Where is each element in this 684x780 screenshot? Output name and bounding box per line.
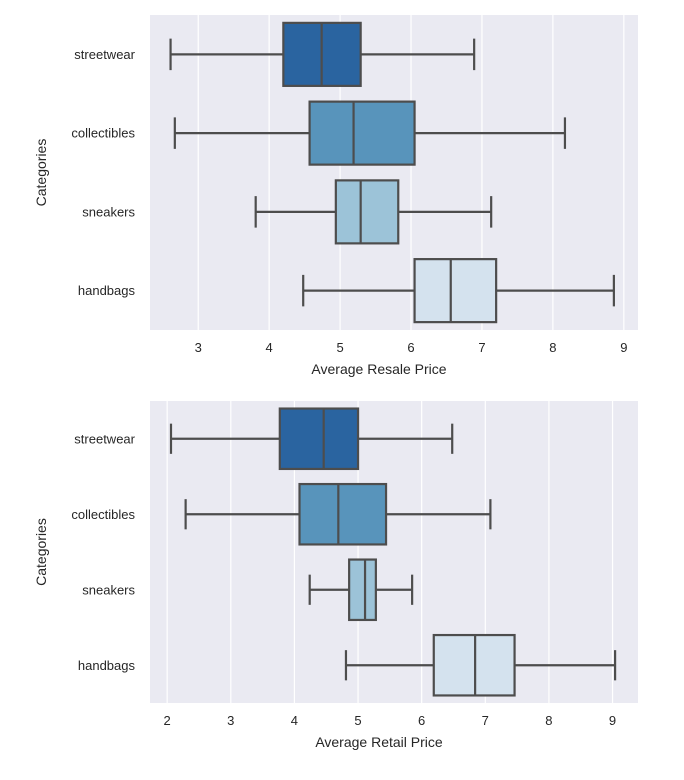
x-tick-label: 8	[545, 713, 552, 728]
y-axis-label: Categories	[33, 139, 49, 207]
x-tick-label: 4	[266, 340, 273, 355]
x-tick-label: 7	[478, 340, 485, 355]
iqr-box	[334, 179, 400, 245]
x-tick-label: 9	[620, 340, 627, 355]
x-tick-label: 6	[418, 713, 425, 728]
y-tick-label: collectibles	[71, 126, 135, 141]
x-axis-label: Average Retail Price	[315, 734, 443, 750]
y-tick-label: handbags	[78, 658, 136, 673]
box-sneakers	[308, 558, 414, 622]
y-tick-label: sneakers	[82, 582, 135, 597]
x-tick-label: 3	[227, 713, 234, 728]
plot-area	[150, 15, 638, 330]
box-collectibles	[173, 100, 567, 166]
y-tick-label: collectibles	[71, 507, 135, 522]
box-sneakers	[254, 179, 493, 245]
x-tick-label: 6	[407, 340, 414, 355]
x-tick-label: 3	[195, 340, 202, 355]
y-tick-label: handbags	[78, 283, 136, 298]
box-streetwear	[169, 407, 454, 471]
plot-area	[150, 401, 638, 703]
iqr-box	[348, 558, 377, 622]
y-tick-label: streetwear	[74, 47, 135, 62]
x-axis-label: Average Resale Price	[311, 361, 446, 377]
x-tick-label: 4	[291, 713, 298, 728]
x-tick-label: 5	[336, 340, 343, 355]
iqr-box	[298, 482, 388, 546]
iqr-box	[413, 258, 498, 324]
x-tick-label: 2	[164, 713, 171, 728]
iqr-box	[278, 407, 360, 471]
y-axis-label: Categories	[33, 518, 49, 586]
y-tick-label: sneakers	[82, 204, 135, 219]
iqr-box	[308, 100, 416, 166]
subplot-2: 2 3 4 5 6 7 8 9 streetwear collectibles sneakers ha…	[33, 401, 638, 750]
box-streetwear	[169, 21, 476, 87]
box-handbags	[344, 633, 617, 697]
x-tick-label: 7	[482, 713, 489, 728]
y-tick-label: streetwear	[74, 431, 135, 446]
subplot-1: 3 4 5 6 7 8 9 streetwear collectibles sneakers han…	[33, 15, 638, 377]
x-tick-label: 5	[354, 713, 361, 728]
box-collectibles	[184, 482, 492, 546]
x-tick-label: 9	[609, 713, 616, 728]
x-tick-label: 8	[549, 340, 556, 355]
box-handbags	[302, 258, 615, 324]
